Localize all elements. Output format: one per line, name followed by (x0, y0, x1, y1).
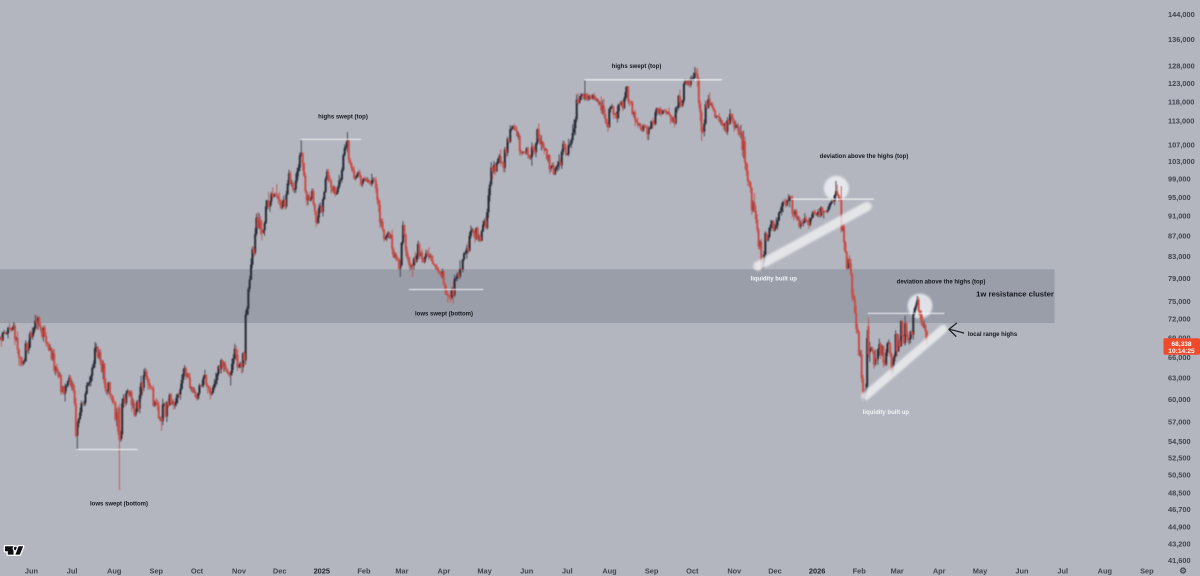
svg-text:Jun: Jun (25, 566, 39, 575)
svg-text:highs swept (top): highs swept (top) (612, 64, 662, 70)
svg-text:deviation above the highs (top: deviation above the highs (top) (820, 154, 909, 160)
svg-text:136,000: 136,000 (1168, 35, 1195, 44)
svg-text:52,500: 52,500 (1168, 454, 1191, 463)
svg-text:Mar: Mar (891, 566, 904, 575)
svg-text:deviation above the highs (top: deviation above the highs (top) (897, 280, 986, 286)
svg-text:Aug: Aug (602, 566, 617, 575)
svg-text:Apr: Apr (438, 566, 451, 575)
svg-text:Feb: Feb (853, 566, 867, 575)
svg-text:43,200: 43,200 (1168, 539, 1191, 548)
svg-text:Mar: Mar (395, 566, 408, 575)
svg-text:1w resistance cluster: 1w resistance cluster (976, 289, 1054, 298)
svg-text:May: May (973, 566, 988, 575)
svg-text:Aug: Aug (1098, 566, 1113, 575)
svg-text:lows swept (bottom): lows swept (bottom) (90, 502, 148, 508)
svg-text:103,000: 103,000 (1168, 157, 1195, 166)
svg-text:63,000: 63,000 (1168, 374, 1191, 383)
svg-text:2026: 2026 (809, 566, 825, 575)
svg-text:99,000: 99,000 (1168, 175, 1191, 184)
svg-text:local range highs: local range highs (968, 332, 1018, 338)
svg-text:41,600: 41,600 (1168, 556, 1191, 565)
svg-text:144,000: 144,000 (1168, 10, 1195, 19)
svg-text:Feb: Feb (357, 566, 371, 575)
svg-text:83,000: 83,000 (1168, 252, 1191, 261)
svg-text:95,000: 95,000 (1168, 193, 1191, 202)
svg-text:Jun: Jun (520, 566, 534, 575)
svg-text:113,000: 113,000 (1168, 117, 1194, 126)
svg-text:liquidity built up: liquidity built up (863, 410, 910, 416)
svg-text:48,500: 48,500 (1168, 489, 1191, 498)
svg-text:72,000: 72,000 (1168, 315, 1191, 324)
svg-text:Jun: Jun (1015, 566, 1029, 575)
svg-text:87,000: 87,000 (1168, 232, 1191, 241)
svg-text:57,000: 57,000 (1168, 418, 1191, 427)
svg-text:highs swept (top): highs swept (top) (318, 115, 368, 121)
svg-text:69,000: 69,000 (1168, 334, 1191, 343)
svg-text:Jul: Jul (67, 566, 78, 575)
svg-text:Sep: Sep (1140, 566, 1154, 575)
svg-text:44,900: 44,900 (1168, 522, 1191, 531)
svg-text:107,000: 107,000 (1168, 141, 1195, 150)
svg-text:46,700: 46,700 (1168, 505, 1191, 514)
svg-text:10:14:25: 10:14:25 (1168, 348, 1195, 355)
svg-text:Nov: Nov (727, 566, 742, 575)
svg-text:May: May (477, 566, 492, 575)
svg-text:Sep: Sep (645, 566, 659, 575)
svg-text:Oct: Oct (191, 566, 204, 575)
svg-text:50,500: 50,500 (1168, 471, 1191, 480)
svg-text:79,000: 79,000 (1168, 274, 1191, 283)
svg-text:Oct: Oct (686, 566, 699, 575)
svg-text:Aug: Aug (107, 566, 122, 575)
svg-text:Dec: Dec (768, 566, 782, 575)
svg-text:Nov: Nov (232, 566, 247, 575)
svg-text:Dec: Dec (273, 566, 287, 575)
svg-text:118,000: 118,000 (1168, 97, 1194, 106)
svg-text:Sep: Sep (150, 566, 164, 575)
svg-text:68,338: 68,338 (1171, 341, 1192, 348)
svg-text:Jul: Jul (1057, 566, 1068, 575)
svg-text:60,000: 60,000 (1168, 395, 1191, 404)
svg-text:91,000: 91,000 (1168, 212, 1191, 221)
svg-text:54,500: 54,500 (1168, 437, 1191, 446)
svg-text:66,000: 66,000 (1168, 353, 1191, 362)
svg-text:lows swept (bottom): lows swept (bottom) (415, 312, 473, 318)
svg-text:⚙: ⚙ (1179, 566, 1187, 576)
svg-text:Jul: Jul (562, 566, 573, 575)
svg-text:128,000: 128,000 (1168, 62, 1195, 71)
svg-text:123,000: 123,000 (1168, 79, 1195, 88)
svg-text:75,000: 75,000 (1168, 297, 1191, 306)
svg-text:liquidity built up: liquidity built up (751, 276, 798, 282)
svg-text:Apr: Apr (933, 566, 946, 575)
svg-text:2025: 2025 (314, 566, 330, 575)
